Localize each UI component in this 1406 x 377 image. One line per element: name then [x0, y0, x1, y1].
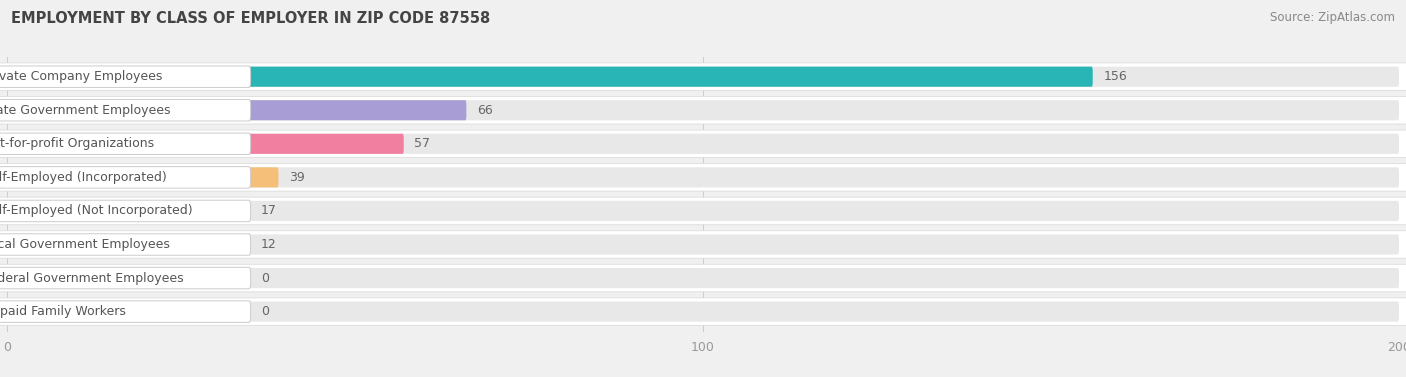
- Text: State Government Employees: State Government Employees: [0, 104, 170, 117]
- FancyBboxPatch shape: [0, 234, 250, 255]
- FancyBboxPatch shape: [7, 100, 467, 120]
- FancyBboxPatch shape: [0, 264, 1406, 292]
- Text: Source: ZipAtlas.com: Source: ZipAtlas.com: [1270, 11, 1395, 24]
- FancyBboxPatch shape: [0, 197, 1406, 225]
- FancyBboxPatch shape: [0, 298, 1406, 325]
- Text: 156: 156: [1104, 70, 1128, 83]
- Text: Federal Government Employees: Federal Government Employees: [0, 271, 183, 285]
- FancyBboxPatch shape: [0, 97, 1406, 124]
- Text: 17: 17: [262, 204, 277, 218]
- FancyBboxPatch shape: [7, 234, 90, 254]
- FancyBboxPatch shape: [0, 164, 1406, 191]
- FancyBboxPatch shape: [7, 100, 1399, 120]
- FancyBboxPatch shape: [7, 268, 1399, 288]
- Text: Self-Employed (Incorporated): Self-Employed (Incorporated): [0, 171, 166, 184]
- Text: EMPLOYMENT BY CLASS OF EMPLOYER IN ZIP CODE 87558: EMPLOYMENT BY CLASS OF EMPLOYER IN ZIP C…: [11, 11, 491, 26]
- Text: Unpaid Family Workers: Unpaid Family Workers: [0, 305, 125, 318]
- Text: 0: 0: [262, 271, 269, 285]
- FancyBboxPatch shape: [7, 201, 125, 221]
- FancyBboxPatch shape: [7, 201, 1399, 221]
- Text: Private Company Employees: Private Company Employees: [0, 70, 162, 83]
- Text: 12: 12: [262, 238, 277, 251]
- FancyBboxPatch shape: [0, 133, 250, 155]
- FancyBboxPatch shape: [0, 63, 1406, 90]
- FancyBboxPatch shape: [7, 234, 1399, 254]
- FancyBboxPatch shape: [0, 66, 250, 87]
- Text: 57: 57: [415, 137, 430, 150]
- FancyBboxPatch shape: [7, 134, 404, 154]
- FancyBboxPatch shape: [7, 167, 278, 187]
- Text: 66: 66: [477, 104, 492, 117]
- Text: Not-for-profit Organizations: Not-for-profit Organizations: [0, 137, 153, 150]
- Text: 0: 0: [262, 305, 269, 318]
- FancyBboxPatch shape: [7, 302, 1399, 322]
- FancyBboxPatch shape: [0, 130, 1406, 158]
- FancyBboxPatch shape: [7, 167, 1399, 187]
- FancyBboxPatch shape: [0, 231, 1406, 258]
- FancyBboxPatch shape: [0, 267, 250, 289]
- FancyBboxPatch shape: [0, 200, 250, 222]
- Text: 39: 39: [288, 171, 305, 184]
- Text: Local Government Employees: Local Government Employees: [0, 238, 170, 251]
- FancyBboxPatch shape: [7, 67, 1092, 87]
- Text: Self-Employed (Not Incorporated): Self-Employed (Not Incorporated): [0, 204, 193, 218]
- FancyBboxPatch shape: [7, 67, 1399, 87]
- FancyBboxPatch shape: [0, 167, 250, 188]
- FancyBboxPatch shape: [0, 301, 250, 322]
- FancyBboxPatch shape: [0, 100, 250, 121]
- FancyBboxPatch shape: [7, 134, 1399, 154]
